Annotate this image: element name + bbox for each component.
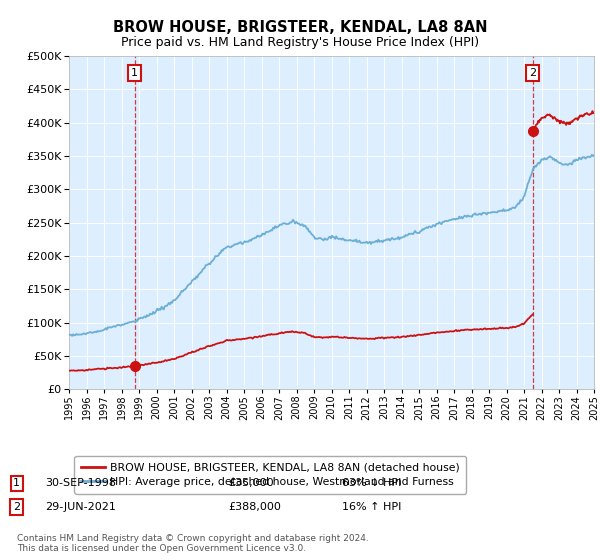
- Text: 2: 2: [529, 68, 536, 78]
- Text: £35,000: £35,000: [228, 478, 274, 488]
- Text: £388,000: £388,000: [228, 502, 281, 512]
- Text: Contains HM Land Registry data © Crown copyright and database right 2024.: Contains HM Land Registry data © Crown c…: [17, 534, 368, 543]
- Legend: BROW HOUSE, BRIGSTEER, KENDAL, LA8 8AN (detached house), HPI: Average price, det: BROW HOUSE, BRIGSTEER, KENDAL, LA8 8AN (…: [74, 456, 466, 493]
- Text: This data is licensed under the Open Government Licence v3.0.: This data is licensed under the Open Gov…: [17, 544, 306, 553]
- Text: 63% ↓ HPI: 63% ↓ HPI: [342, 478, 401, 488]
- Text: 29-JUN-2021: 29-JUN-2021: [45, 502, 116, 512]
- Text: 1: 1: [13, 478, 20, 488]
- Text: 30-SEP-1998: 30-SEP-1998: [45, 478, 116, 488]
- Text: 2: 2: [13, 502, 20, 512]
- Text: BROW HOUSE, BRIGSTEER, KENDAL, LA8 8AN: BROW HOUSE, BRIGSTEER, KENDAL, LA8 8AN: [113, 20, 487, 35]
- Text: 1: 1: [131, 68, 138, 78]
- Text: 16% ↑ HPI: 16% ↑ HPI: [342, 502, 401, 512]
- Text: Price paid vs. HM Land Registry's House Price Index (HPI): Price paid vs. HM Land Registry's House …: [121, 36, 479, 49]
